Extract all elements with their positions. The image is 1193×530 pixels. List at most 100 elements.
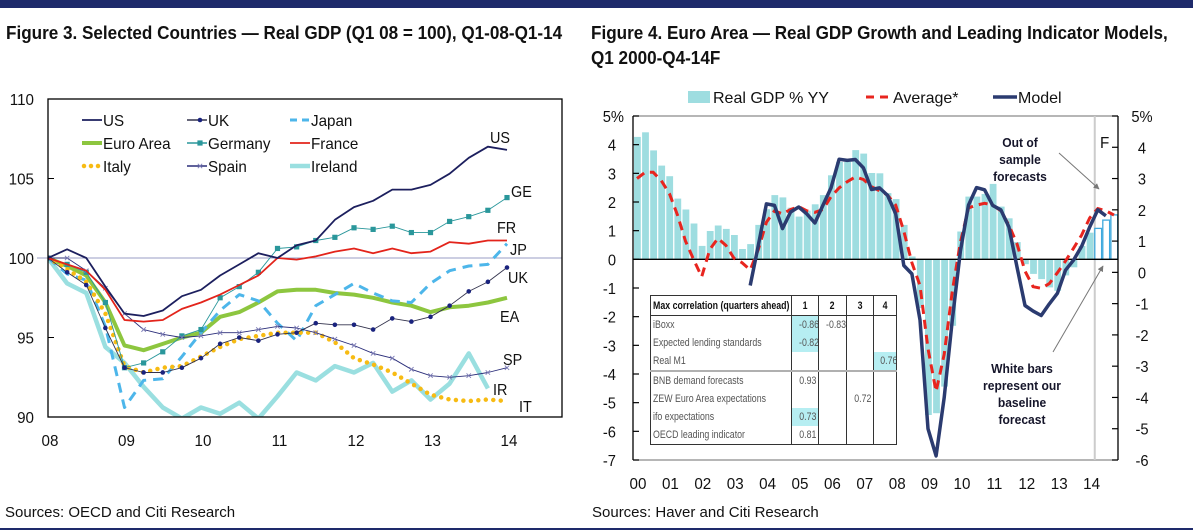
correlation-cell bbox=[846, 334, 874, 352]
figure-4-legend: Real GDP % YY Average* Model bbox=[688, 90, 1062, 107]
series-line-germany bbox=[48, 197, 508, 369]
gdp-bar bbox=[828, 175, 835, 260]
left-y-tick-label-wrap: -4 bbox=[603, 366, 617, 384]
marker-uk bbox=[294, 330, 299, 336]
y-tick-label: 105 bbox=[9, 171, 35, 188]
gdp-bar bbox=[819, 195, 827, 260]
gdp-bar bbox=[803, 210, 811, 260]
marker-uk bbox=[217, 341, 223, 347]
gdp-bar bbox=[900, 224, 908, 260]
annotation-text: baseline bbox=[998, 396, 1046, 410]
marker-uk bbox=[389, 316, 395, 321]
correlation-cell bbox=[846, 371, 874, 390]
y-tick-label: 95 bbox=[17, 330, 34, 347]
forecast-label: F bbox=[1100, 135, 1109, 152]
gdp-bar bbox=[795, 216, 803, 260]
gdp-bar bbox=[706, 231, 714, 260]
indicator-name: ifo expectations bbox=[653, 411, 715, 423]
figure-4-source: Sources: Haver and Citi Research bbox=[592, 504, 819, 521]
marker-uk bbox=[64, 270, 70, 275]
series-end-label-wrap: EA bbox=[500, 308, 520, 326]
legend-label: France bbox=[311, 136, 358, 153]
marker-uk bbox=[351, 322, 357, 328]
marker-spain bbox=[447, 374, 453, 380]
correlation-cell bbox=[846, 408, 874, 426]
left-y-tick-label-wrap: 2 bbox=[608, 194, 616, 212]
right-y-tick-label-wrap: -3 bbox=[1135, 359, 1148, 377]
gdp-bar bbox=[739, 249, 746, 260]
legend-label: Ireland bbox=[311, 159, 357, 176]
correlation-cell bbox=[818, 426, 847, 445]
right-y-tick-label-wrap: 5% bbox=[1131, 108, 1153, 126]
x-tick-label: 14 bbox=[501, 433, 518, 450]
header-text: Max correlation (quarters ahead) bbox=[653, 299, 790, 312]
figure-3-chart: 110 105 100 95 90 08 09 10 11 12 13 14 US UK Japan Euro… bbox=[9, 92, 563, 450]
figure-4-title-line-1: Figure 4. Euro Area — Real GDP Growth an… bbox=[591, 23, 1168, 43]
annotation-text: sample bbox=[999, 153, 1041, 167]
marker-germany bbox=[294, 244, 300, 250]
figure-3-title: Figure 3. Selected Countries — Real GDP … bbox=[6, 23, 563, 43]
y-tick-label-wrap: 110 bbox=[10, 92, 35, 109]
legend-item-us: US bbox=[82, 113, 124, 130]
legend-label-wrap: Average* bbox=[893, 90, 959, 107]
x-tick-label-wrap: 07 bbox=[856, 476, 873, 493]
annotation-text: White bars bbox=[991, 362, 1053, 376]
legend-item-germany: Germany bbox=[187, 136, 271, 153]
left-y-tick-label: -6 bbox=[603, 424, 616, 442]
correlation-cell: 0.73 bbox=[791, 408, 819, 426]
marker-uk bbox=[198, 355, 204, 361]
right-y-tick-label-wrap: -6 bbox=[1135, 452, 1148, 470]
x-tick-label-wrap: 06 bbox=[824, 476, 841, 493]
table-header-quarter: 2 bbox=[818, 295, 847, 316]
x-tick-label: 00 bbox=[630, 476, 647, 493]
correlation-cell bbox=[818, 334, 847, 352]
indicator-label: BNB demand forecasts bbox=[650, 371, 792, 390]
x-tick-label-wrap: 11 bbox=[272, 433, 288, 450]
left-y-tick-label: -4 bbox=[603, 366, 617, 384]
bottom-rule bbox=[0, 528, 1193, 530]
right-y-tick-label: 4 bbox=[1138, 140, 1147, 158]
x-tick-label: 09 bbox=[921, 476, 938, 493]
indicator-name: Real M1 bbox=[653, 355, 686, 367]
correlation-value: 0.73 bbox=[798, 411, 816, 423]
right-y-tick-label: 0 bbox=[1138, 265, 1146, 283]
gdp-bar bbox=[997, 206, 1005, 260]
marker-germany bbox=[217, 295, 223, 301]
correlation-value: 0.72 bbox=[853, 393, 871, 405]
correlation-cell bbox=[873, 408, 897, 426]
marker-uk bbox=[332, 322, 338, 328]
marker-germany bbox=[83, 269, 89, 275]
marker-germany bbox=[504, 194, 510, 201]
gdp-bar bbox=[884, 193, 892, 260]
header-text: 3 bbox=[857, 299, 863, 312]
x-tick-label-wrap: 09 bbox=[921, 476, 938, 493]
legend-swatch bbox=[688, 91, 710, 103]
marker-spain bbox=[179, 334, 185, 341]
x-tick-label-wrap: 08 bbox=[42, 433, 59, 450]
marker-germany bbox=[485, 207, 491, 213]
series-end-label-wrap: IR bbox=[493, 381, 507, 399]
series-end-label: SP bbox=[503, 351, 522, 369]
forecast-bar bbox=[1102, 219, 1111, 261]
gdp-bar bbox=[989, 183, 997, 260]
correlation-cell: -0.82 bbox=[791, 334, 819, 352]
left-y-tick-label: 4 bbox=[608, 137, 617, 155]
left-y-tick-label: 0 bbox=[608, 252, 616, 270]
correlation-value: -0.83 bbox=[826, 319, 847, 331]
legend-label-wrap: Italy bbox=[103, 159, 131, 176]
x-tick-label-wrap: 12 bbox=[1018, 476, 1035, 493]
legend-label-wrap: UK bbox=[208, 113, 230, 130]
correlation-cell: -0.86 bbox=[791, 315, 819, 334]
left-y-tick-label: -7 bbox=[603, 452, 616, 470]
correlation-value: 0.93 bbox=[798, 375, 816, 387]
annotation-text-wrap: forecast bbox=[998, 413, 1046, 427]
x-tick-label: 10 bbox=[195, 433, 212, 450]
marker-legend bbox=[197, 163, 203, 169]
series-line-us bbox=[48, 145, 508, 317]
marker-germany bbox=[236, 284, 242, 290]
x-tick-label-wrap: 04 bbox=[759, 476, 776, 493]
annotation-text-wrap: Out of bbox=[1002, 136, 1038, 150]
marker-uk bbox=[83, 282, 89, 288]
left-y-tick-label-wrap: 0 bbox=[608, 252, 616, 270]
